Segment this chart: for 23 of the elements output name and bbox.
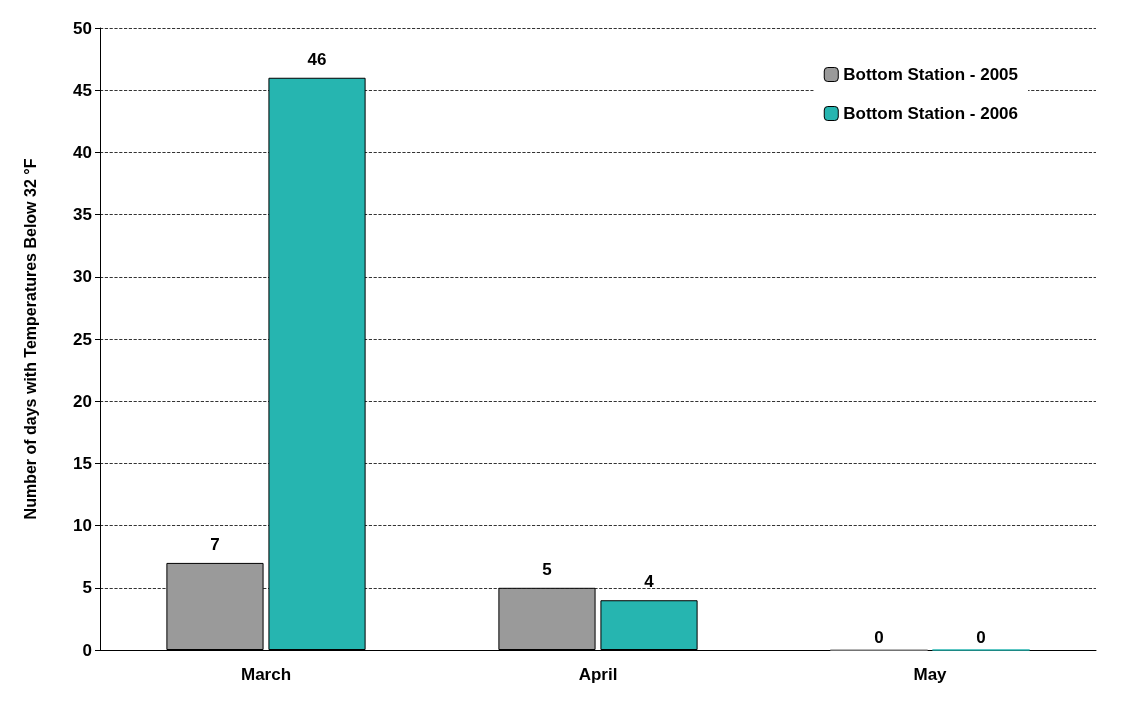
y-tick-label: 35: [73, 205, 92, 225]
x-tick-label: April: [578, 665, 618, 684]
legend-label: Bottom Station - 2005: [843, 65, 1019, 84]
data-label: 7: [210, 534, 220, 554]
data-label: 0: [976, 627, 986, 647]
y-tick-label: 25: [73, 329, 92, 349]
data-label: 5: [542, 559, 552, 579]
data-label: 0: [874, 627, 884, 647]
y-tick-label: 50: [73, 18, 92, 38]
y-tick-label: 15: [73, 453, 92, 473]
y-tick-label: 40: [73, 142, 92, 162]
x-tick-label: May: [913, 665, 948, 684]
y-tick-label: 45: [73, 80, 92, 100]
y-axis-title: Number of days with Temperatures Below 32 °F: [21, 158, 39, 520]
y-tick-label: 30: [73, 267, 92, 287]
y-tick-label: 5: [82, 578, 92, 598]
data-label: 4: [644, 572, 655, 592]
y-tick-label: 10: [73, 516, 92, 536]
y-tick-label: 0: [82, 640, 92, 660]
data-label: 46: [307, 49, 327, 69]
y-tick-label: 20: [73, 391, 92, 411]
legend-label: Bottom Station - 2006: [843, 104, 1019, 123]
x-tick-label: March: [240, 665, 292, 684]
